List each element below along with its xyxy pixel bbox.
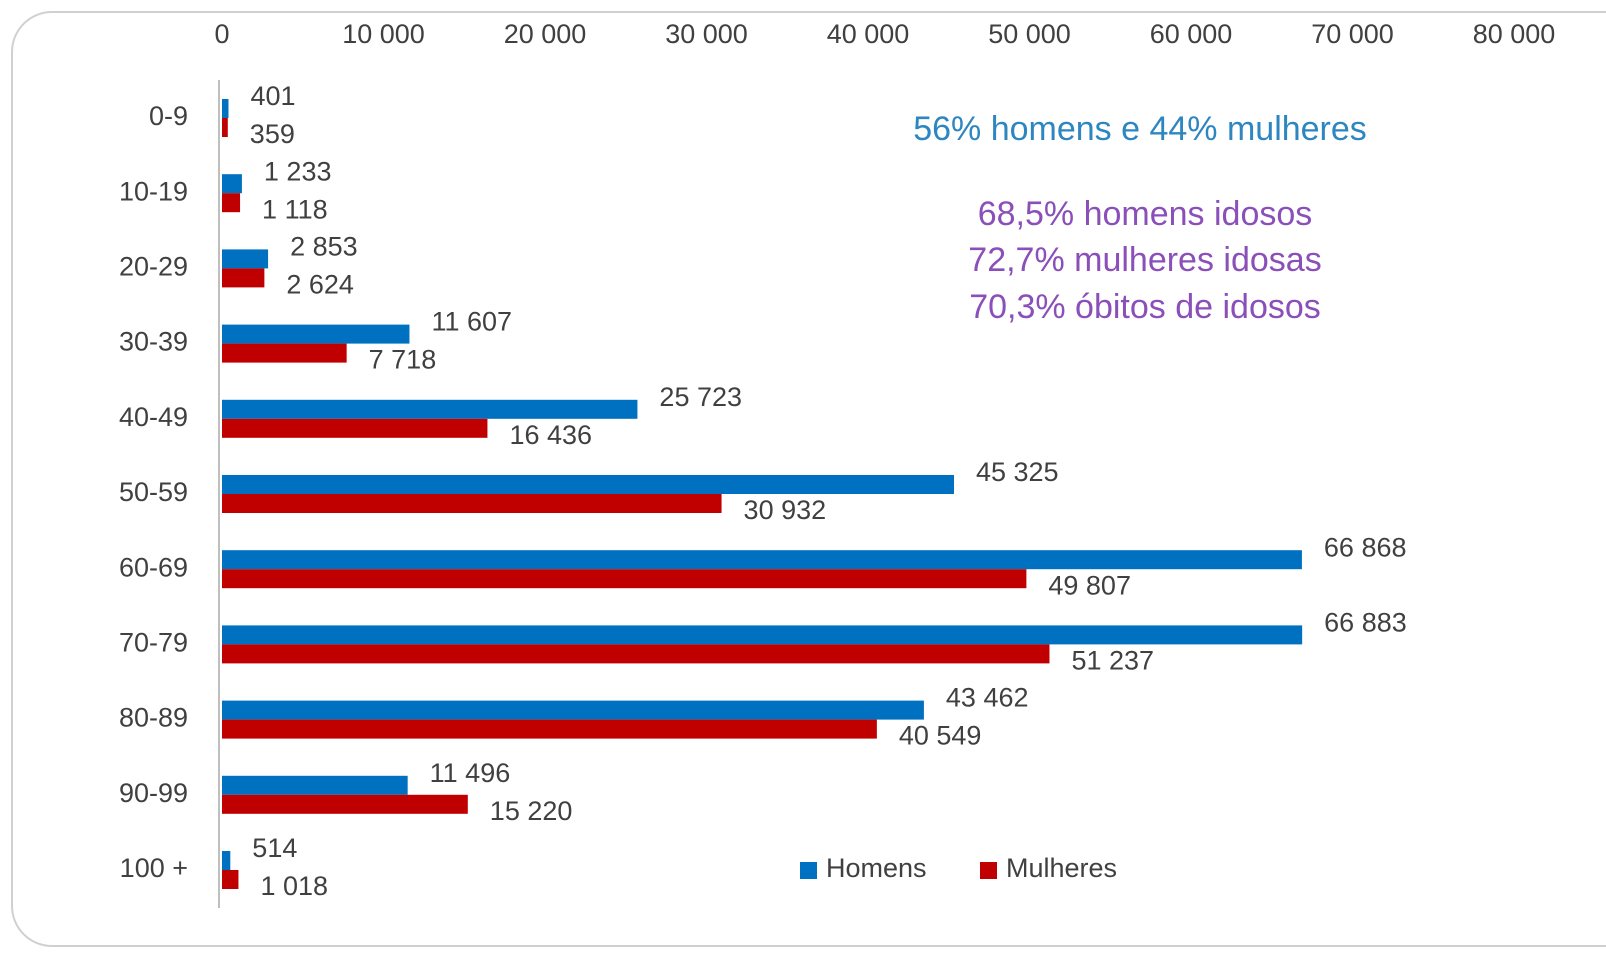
y-tick-label: 90-99 [119,778,188,808]
bar [222,550,1302,570]
y-tick-label: 40-49 [119,402,188,432]
y-tick-label: 60-69 [119,552,188,582]
data-label: 43 462 [946,683,1029,713]
x-tick-label: 30 000 [665,19,748,49]
data-label: 30 932 [744,495,827,525]
x-tick-label: 60 000 [1150,19,1233,49]
annotation: 68,5% homens idosos [978,195,1313,233]
data-label: 11 496 [430,758,511,788]
data-label: 11 607 [431,307,512,337]
data-label: 1 233 [264,156,332,186]
bar [222,475,954,494]
bar [222,775,408,795]
y-tick-label: 50-59 [119,477,188,507]
y-tick-label: 70-79 [119,628,188,658]
y-tick-label: 80-89 [119,703,188,733]
bar [222,174,242,194]
data-label: 49 807 [1048,570,1131,600]
x-tick-label: 50 000 [988,19,1071,49]
annotation: 70,3% óbitos de idosos [969,288,1321,326]
x-tick-label: 10 000 [342,19,425,49]
bar [222,625,1303,645]
data-label: 359 [250,119,295,149]
annotation: 72,7% mulheres idosas [968,241,1321,279]
legend-label: Mulheres [1006,853,1117,883]
bar [222,569,1027,589]
bar [222,418,488,438]
bar [222,719,877,739]
bar [222,644,1050,664]
bar [222,794,468,814]
x-tick-label: 70 000 [1311,19,1394,49]
bar [222,343,347,363]
data-label: 7 718 [369,345,437,375]
data-label: 401 [250,81,295,111]
bar [222,268,265,288]
data-label: 40 549 [899,721,982,751]
bar [222,99,229,118]
bar [222,118,228,137]
bar [222,399,638,419]
data-label: 2 853 [290,232,358,262]
data-label: 66 868 [1324,532,1407,562]
data-label: 51 237 [1071,646,1154,676]
bar [222,851,231,870]
data-label: 66 883 [1324,608,1407,638]
data-label: 2 624 [286,270,354,300]
bar [222,494,722,513]
x-tick-label: 20 000 [504,19,587,49]
bar [222,870,239,889]
data-label: 16 436 [509,420,592,450]
data-label: 514 [252,833,297,863]
legend-label: Homens [826,853,927,883]
y-tick-label: 30-39 [119,327,188,357]
annotation: 56% homens e 44% mulheres [913,110,1367,148]
bar [222,249,269,269]
y-tick-label: 0-9 [149,101,188,131]
data-label: 1 118 [262,194,328,224]
bar [222,193,241,213]
x-tick-label: 40 000 [827,19,910,49]
x-tick-label: 80 000 [1473,19,1556,49]
y-tick-label: 10-19 [119,176,188,206]
data-label: 45 325 [976,457,1059,487]
bar [222,324,410,344]
data-label: 15 220 [490,796,573,826]
legend-swatch [800,862,817,879]
y-tick-label: 20-29 [119,252,188,282]
bar [222,700,924,720]
legend-swatch [980,862,997,879]
x-tick-label: 0 [214,19,229,49]
data-label: 1 018 [260,871,328,901]
y-tick-label: 100 + [120,853,188,883]
data-label: 25 723 [659,382,742,412]
